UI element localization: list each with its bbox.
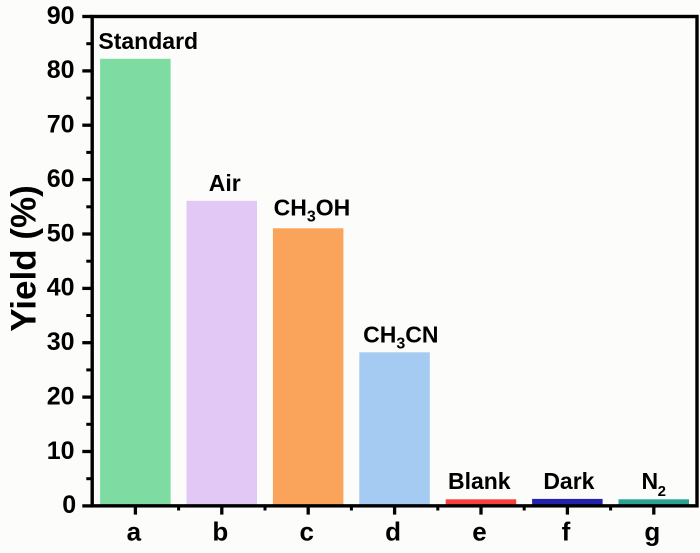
svg-text:c: c (299, 517, 313, 547)
svg-text:b: b (212, 517, 228, 547)
svg-text:Standard: Standard (98, 28, 198, 54)
svg-text:0: 0 (62, 491, 76, 519)
svg-text:Blank: Blank (448, 468, 511, 494)
svg-text:CH3OH: CH3OH (274, 195, 351, 226)
svg-text:e: e (472, 517, 486, 547)
svg-text:Dark: Dark (543, 468, 594, 494)
svg-text:80: 80 (47, 56, 75, 84)
svg-text:10: 10 (47, 437, 75, 465)
svg-text:f: f (562, 517, 571, 547)
svg-text:70: 70 (47, 111, 75, 139)
svg-text:Air: Air (209, 170, 241, 196)
svg-text:40: 40 (47, 274, 75, 302)
svg-text:g: g (644, 517, 660, 547)
svg-text:50: 50 (47, 219, 75, 247)
svg-text:Yield (%): Yield (%) (5, 185, 44, 332)
svg-text:30: 30 (47, 328, 75, 356)
svg-text:20: 20 (47, 382, 75, 410)
svg-text:a: a (127, 517, 142, 547)
svg-text:d: d (385, 517, 401, 547)
svg-text:90: 90 (47, 2, 75, 30)
svg-text:60: 60 (47, 165, 75, 193)
